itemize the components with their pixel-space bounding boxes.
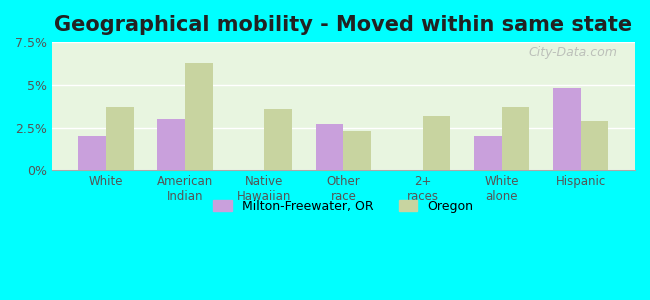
Bar: [553, 88, 581, 170]
Bar: [185, 63, 213, 170]
Bar: [79, 136, 106, 170]
Bar: [316, 124, 343, 170]
Text: City-Data.com: City-Data.com: [528, 46, 618, 59]
Bar: [106, 107, 134, 170]
Bar: [474, 136, 502, 170]
Bar: [157, 119, 185, 170]
Title: Geographical mobility - Moved within same state: Geographical mobility - Moved within sam…: [55, 15, 632, 35]
Bar: [343, 131, 371, 170]
Bar: [265, 109, 292, 170]
Bar: [581, 121, 608, 170]
Bar: [502, 107, 529, 170]
Legend: Milton-Freewater, OR, Oregon: Milton-Freewater, OR, Oregon: [209, 195, 478, 218]
Bar: [422, 116, 450, 170]
